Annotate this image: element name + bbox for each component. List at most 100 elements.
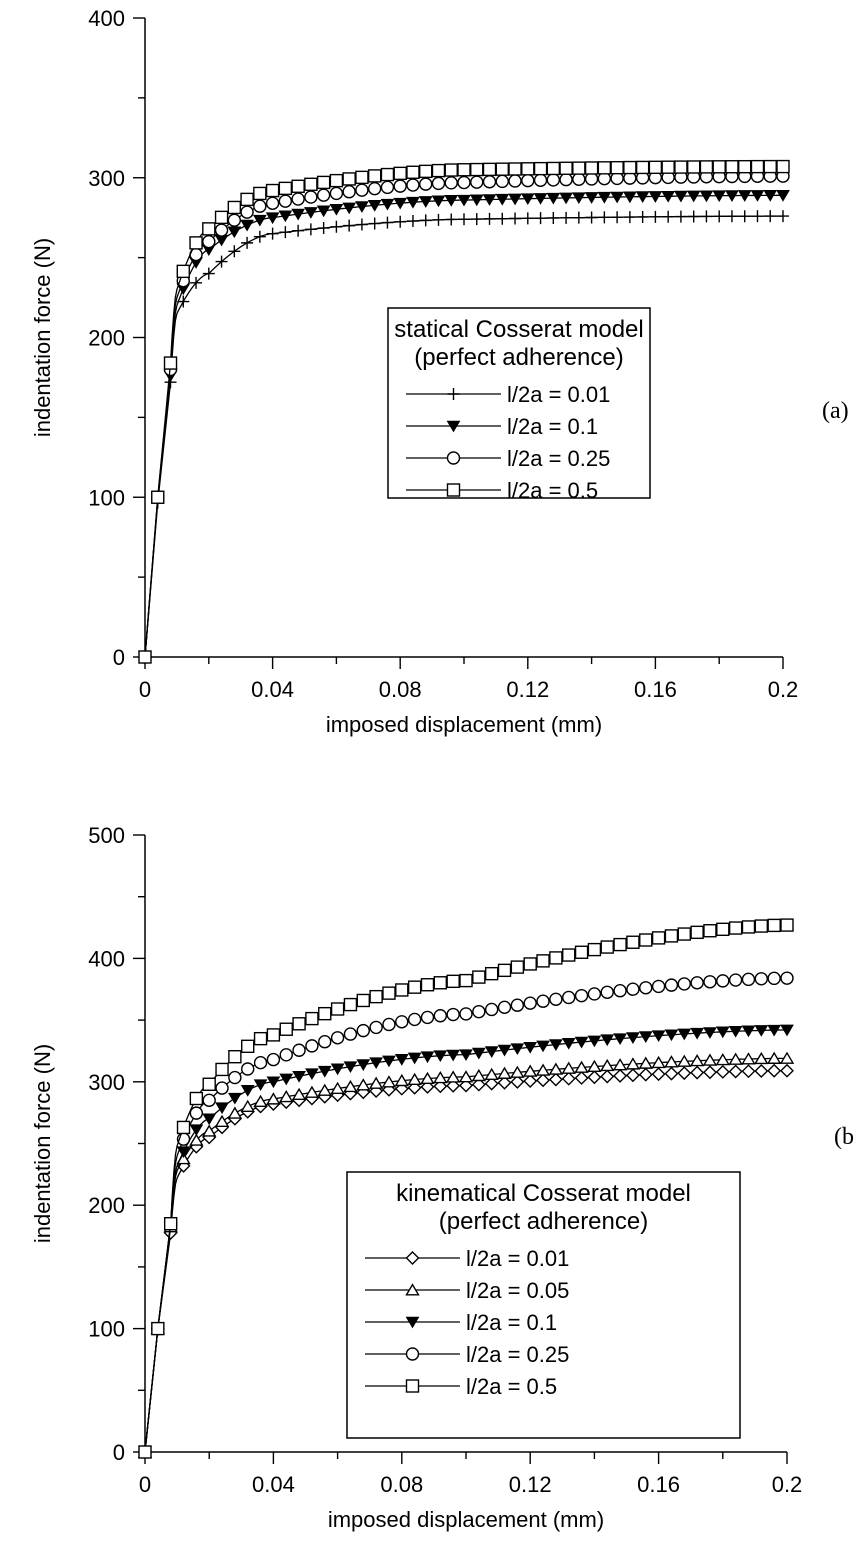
legend-subtitle: (perfect adherence) [439, 1208, 648, 1235]
marker-square [151, 490, 165, 504]
marker-square [305, 1011, 319, 1026]
marker-square [228, 1050, 242, 1064]
marker-circle [587, 987, 602, 1001]
marker-circle [291, 192, 305, 206]
y-tick-label: 400 [88, 6, 125, 31]
marker-diamond [510, 1074, 525, 1089]
marker-triangle-down [523, 1041, 538, 1054]
marker-square [265, 183, 280, 198]
marker-triangle-down [664, 1029, 679, 1042]
panel-label: (a) [822, 398, 849, 424]
marker-square [444, 163, 458, 177]
marker-circle [202, 1093, 216, 1108]
marker-triangle-down [317, 1065, 332, 1078]
marker-triangle-down [446, 1049, 461, 1062]
marker-square [523, 957, 537, 971]
series-l-2a---0-5 [138, 159, 790, 664]
marker-square [138, 650, 152, 664]
marker-circle [393, 179, 407, 193]
marker-triangle-down [343, 1061, 358, 1074]
marker-triangle-down [584, 192, 599, 204]
marker-square [380, 167, 395, 182]
marker-square [214, 210, 229, 225]
marker-triangle-down [623, 191, 637, 204]
marker-triangle-down [484, 1046, 499, 1058]
marker-triangle-down [725, 190, 739, 202]
marker-plus [585, 211, 598, 224]
marker-square [446, 483, 461, 497]
x-tick-label: 0.04 [251, 677, 294, 702]
marker-circle [600, 985, 614, 999]
marker-triangle-down [227, 226, 242, 239]
marker-diamond [690, 1065, 705, 1080]
legend-label: l/2a = 0.01 [466, 1246, 569, 1271]
marker-triangle-down [330, 1063, 345, 1076]
x-axis-label: imposed displacement (mm) [328, 1507, 604, 1532]
marker-triangle-down [533, 193, 548, 205]
marker-triangle-down [497, 1044, 512, 1057]
marker-circle [472, 1004, 486, 1019]
marker-diamond [574, 1070, 589, 1085]
marker-plus [177, 295, 190, 308]
marker-triangle-up [651, 1055, 666, 1069]
marker-triangle-up [291, 1087, 307, 1101]
marker-triangle-down [405, 1316, 420, 1329]
x-tick-label: 0.08 [379, 677, 422, 702]
marker-square [240, 192, 254, 207]
marker-circle [189, 1106, 204, 1120]
marker-circle [202, 234, 216, 249]
marker-circle [433, 1009, 448, 1023]
marker-square [343, 997, 358, 1012]
marker-triangle-down [459, 1049, 473, 1062]
marker-circle [584, 172, 599, 186]
marker-square [482, 162, 497, 177]
marker-diamond [446, 1078, 461, 1093]
marker-triangle-up [754, 1051, 769, 1065]
marker-triangle-down [776, 190, 790, 202]
marker-diamond [459, 1078, 473, 1093]
marker-square [393, 166, 407, 181]
marker-square [725, 160, 739, 174]
marker-plus [355, 218, 368, 231]
marker-plus [228, 245, 241, 258]
marker-triangle-up [741, 1052, 756, 1065]
marker-square [639, 933, 653, 947]
marker-circle [380, 180, 395, 195]
marker-square [433, 976, 448, 990]
marker-triangle-down [446, 420, 461, 433]
marker-circle [536, 994, 550, 1008]
marker-square [291, 179, 305, 193]
marker-square [562, 948, 576, 962]
y-tick-label: 100 [88, 1317, 125, 1342]
marker-circle [574, 988, 589, 1003]
marker-plus [713, 210, 726, 223]
marker-triangle-down [712, 190, 727, 203]
marker-square [521, 162, 535, 176]
marker-plus [279, 226, 292, 239]
marker-square [508, 162, 522, 176]
marker-triangle-up [561, 1061, 576, 1074]
marker-triangle-down [536, 1040, 550, 1053]
marker-circle [482, 175, 497, 189]
marker-triangle-up [405, 1283, 420, 1296]
marker-square [574, 945, 589, 959]
marker-square [661, 160, 675, 174]
series-l-2a---0-01 [139, 210, 789, 663]
marker-circle [559, 172, 573, 187]
marker-triangle-down [737, 190, 752, 202]
marker-square [266, 1028, 281, 1042]
marker-triangle-down [433, 1050, 448, 1063]
marker-triangle-up [201, 1124, 217, 1137]
marker-triangle-down [291, 208, 305, 221]
marker-triangle-up [381, 1075, 397, 1088]
marker-circle [664, 978, 679, 992]
marker-triangle-down [597, 191, 612, 204]
marker-square [690, 925, 704, 940]
marker-diamond [677, 1066, 692, 1081]
marker-square [318, 1006, 332, 1021]
marker-plus [725, 210, 738, 223]
marker-square [584, 161, 599, 175]
marker-circle [292, 1043, 306, 1057]
marker-circle [626, 982, 640, 996]
marker-circle [508, 174, 522, 188]
